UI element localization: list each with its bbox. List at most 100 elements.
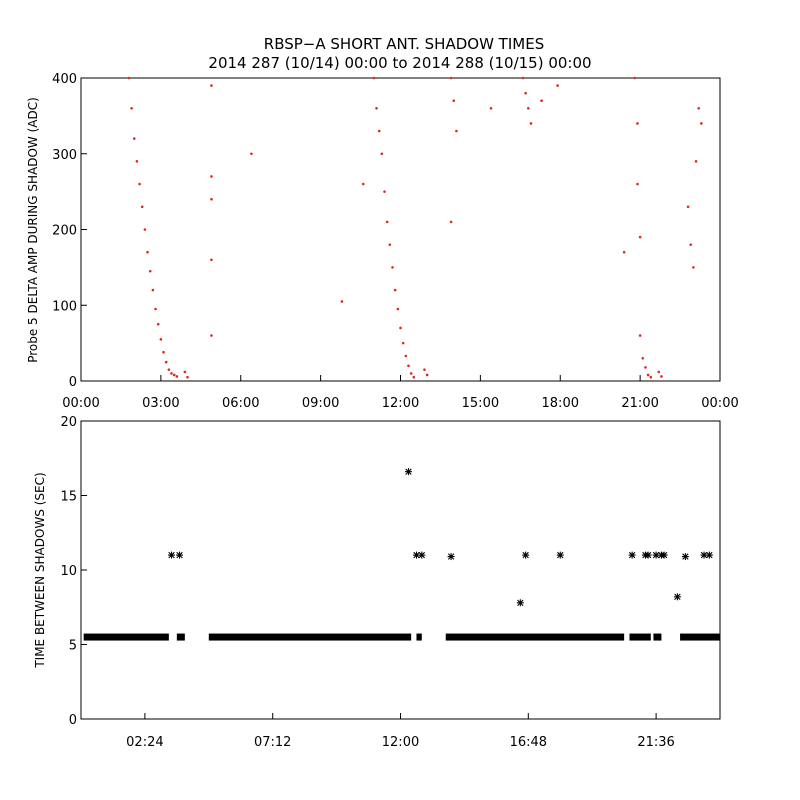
time-between-point — [176, 551, 184, 559]
delta-amp-point — [135, 160, 139, 163]
time-between-point — [447, 553, 455, 561]
time-between-point — [516, 599, 524, 607]
delta-amp-point — [175, 375, 179, 378]
delta-amp-point — [162, 350, 165, 354]
delta-amp-point — [186, 375, 189, 379]
time-between-point — [418, 551, 426, 559]
x-tick-label: 21:00 — [621, 396, 658, 411]
time-between-y-axis-label: TIME BETWEEN SHADOWS (SEC) — [33, 472, 47, 668]
baseline-star-run — [416, 633, 422, 641]
time-between-point — [673, 593, 681, 601]
y-tick-label: 300 — [52, 148, 77, 163]
delta-amp-point — [489, 107, 493, 110]
delta-amp-point — [423, 368, 426, 371]
delta-amp-point — [156, 322, 160, 326]
delta-amp-points — [127, 76, 703, 379]
delta-amp-point — [372, 76, 376, 80]
delta-amp-point — [622, 250, 626, 254]
time-between-shadows-panel: 02:24 07:12 12:00 16:48 21:36 0 5 10 15 20 TIME B… — [33, 415, 721, 750]
delta-amp-point — [452, 99, 456, 103]
delta-amp-point — [529, 122, 533, 125]
delta-amp-point — [700, 122, 703, 125]
y-tick-label: 0 — [69, 713, 77, 728]
delta-amp-point — [164, 360, 168, 364]
delta-amp-point — [396, 307, 400, 311]
delta-amp-point — [210, 84, 213, 87]
delta-amp-y-axis-label: Probe 5 DELTA AMP DURING SHADOW (ADC) — [26, 97, 40, 363]
time-between-baseline — [83, 633, 720, 641]
delta-amp-point — [524, 91, 527, 95]
delta-amp-point — [385, 220, 389, 224]
delta-amp-point — [361, 182, 365, 186]
baseline-star-run — [629, 633, 651, 641]
delta-amp-point — [143, 228, 147, 231]
x-tick-label: 16:48 — [510, 735, 547, 750]
delta-amp-point — [449, 220, 453, 224]
x-tick-label: 06:00 — [222, 396, 259, 411]
delta-amp-point — [686, 205, 690, 209]
x-tick-label: 12:00 — [382, 735, 419, 750]
delta-amp-point — [449, 76, 453, 80]
x-tick-label: 12:00 — [382, 396, 419, 411]
x-tick-label: 15:00 — [462, 396, 499, 411]
delta-amp-point — [636, 122, 639, 125]
x-tick-label: 18:00 — [542, 396, 579, 411]
delta-amp-point — [146, 250, 149, 254]
baseline-star-run — [653, 633, 662, 641]
y-tick-label: 400 — [52, 72, 77, 87]
delta-amp-point — [167, 368, 171, 371]
x-tick-label: 00:00 — [701, 396, 738, 411]
time-between-point — [681, 553, 689, 561]
delta-amp-point — [540, 99, 543, 103]
time-between-point — [556, 551, 564, 559]
x-tick-label: 00:00 — [62, 396, 99, 411]
delta-amp-point — [340, 300, 344, 303]
delta-amp-point — [636, 182, 639, 186]
delta-amp-point — [148, 269, 152, 273]
delta-amp-point — [660, 375, 663, 378]
delta-amp-point — [388, 243, 392, 246]
delta-amp-point — [151, 288, 155, 292]
delta-amp-point — [401, 341, 405, 345]
time-between-axis-ticks: 02:24 07:12 12:00 16:48 21:36 0 5 10 15 20 — [60, 415, 674, 750]
x-tick-label: 02:24 — [126, 735, 163, 750]
delta-amp-point — [689, 243, 693, 246]
delta-amp-point — [138, 182, 141, 186]
time-between-point — [168, 551, 176, 559]
delta-amp-point — [172, 373, 176, 377]
delta-amp-point — [404, 354, 408, 358]
delta-amp-point — [633, 76, 637, 80]
delta-amp-point — [644, 366, 647, 369]
delta-amp-point — [159, 338, 163, 341]
delta-amp-point — [210, 334, 213, 337]
delta-amp-point — [391, 266, 394, 269]
delta-amp-point — [697, 107, 700, 110]
chart-title: RBSP−A SHORT ANT. SHADOW TIMES — [264, 35, 544, 53]
delta-amp-point — [407, 364, 410, 368]
delta-amp-point — [393, 288, 397, 292]
delta-amp-point — [210, 175, 213, 178]
x-tick-label: 21:36 — [637, 735, 674, 750]
delta-amp-plot-frame — [80, 77, 721, 382]
delta-amp-point — [183, 370, 187, 374]
delta-amp-point — [375, 107, 378, 110]
x-tick-label: 07:12 — [254, 735, 291, 750]
delta-amp-point — [132, 137, 136, 140]
delta-amp-panel: 00:00 03:00 06:00 09:00 12:00 15:00 18:00 21:00… — [26, 72, 739, 411]
delta-amp-point — [527, 107, 530, 110]
time-between-point — [628, 551, 636, 559]
delta-amp-point — [649, 375, 653, 379]
delta-amp-point — [455, 129, 458, 133]
delta-amp-point — [380, 152, 384, 156]
delta-amp-point — [399, 326, 402, 330]
delta-amp-point — [641, 356, 645, 360]
delta-amp-point — [130, 107, 133, 110]
delta-amp-point — [170, 372, 173, 375]
chart-subtitle: 2014 287 (10/14) 00:00 to 2014 288 (10/1… — [208, 54, 591, 72]
delta-amp-point — [250, 152, 253, 156]
time-between-point — [660, 551, 668, 559]
delta-amp-point — [521, 76, 525, 80]
delta-amp-point — [127, 76, 131, 80]
delta-amp-point — [383, 190, 386, 193]
